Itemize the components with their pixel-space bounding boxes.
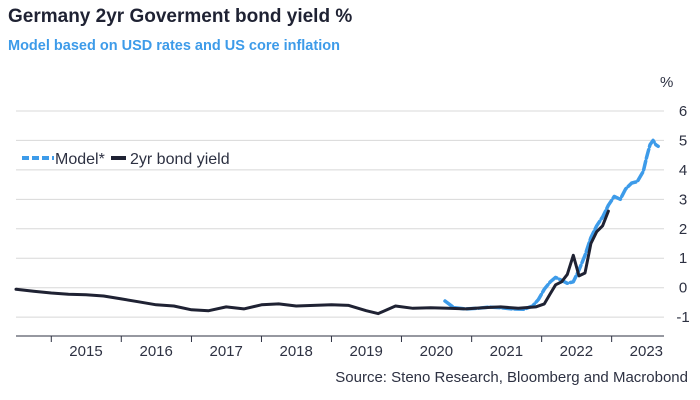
series-line-2yr-bond-yield (14, 209, 610, 316)
x-tick-label: 2020 (420, 343, 453, 360)
x-axis: 2015 2016 2017 2018 2019 2020 2021 2022 2023 (16, 335, 664, 360)
chart-title: Germany 2yr Goverment bond yield % (8, 6, 353, 27)
x-tick-label: 2021 (490, 343, 523, 360)
x-tick-label: 2023 (630, 343, 663, 360)
chart-subtitle: Model based on USD rates and US core inf… (8, 38, 340, 54)
x-tick-label: 2016 (139, 343, 172, 360)
y-tick-label: 2 (679, 221, 687, 238)
y-tick-label: 4 (679, 162, 687, 179)
y-tick-label: 5 (679, 132, 687, 149)
y-tick-label: 3 (679, 191, 687, 208)
x-tick-label: 2018 (279, 343, 312, 360)
y-unit-label: % (660, 74, 673, 91)
x-tick-label: 2019 (349, 343, 382, 360)
y-tick-label: -1 (676, 309, 689, 326)
y-axis: -1 0 1 2 3 4 5 6 (676, 103, 689, 326)
y-tick-label: 1 (679, 250, 687, 267)
gridlines (16, 110, 664, 318)
source-note: Source: Steno Research, Bloomberg and Ma… (335, 369, 688, 386)
series-line-model (443, 138, 660, 311)
legend-label-model: Model* (55, 151, 105, 168)
y-tick-label: 6 (679, 103, 687, 120)
x-tick-label: 2015 (69, 343, 102, 360)
x-tick-label: 2022 (560, 343, 593, 360)
legend-label-bond: 2yr bond yield (130, 151, 230, 168)
x-tick-label: 2017 (209, 343, 242, 360)
y-tick-label: 0 (679, 280, 687, 297)
series-lines (14, 138, 660, 316)
legend: Model* 2yr bond yield (22, 151, 230, 168)
